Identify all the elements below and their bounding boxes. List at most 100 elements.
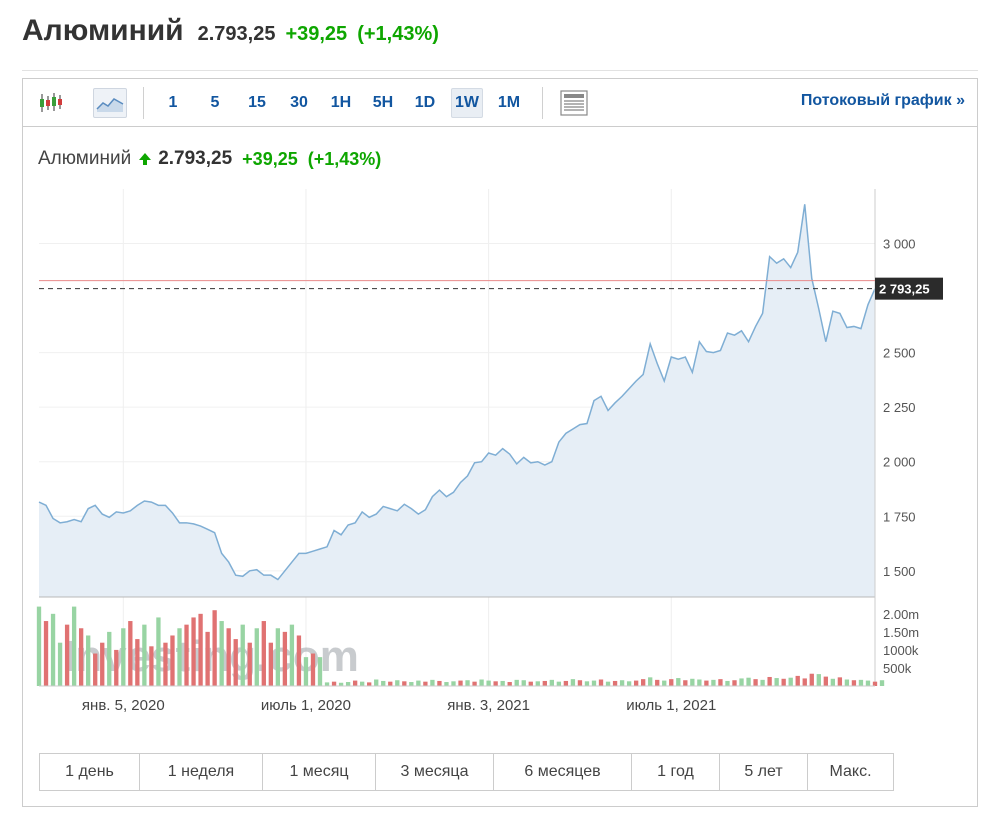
header-change-pct: (+1,43%) [357,23,439,45]
toolbar-divider [143,87,144,119]
volume-bar [374,679,379,686]
candlestick-icon[interactable] [35,88,67,118]
range-7[interactable]: Макс. [829,763,872,780]
news-icon[interactable] [558,88,590,118]
volume-bar [746,677,751,686]
volume-bar [472,681,477,686]
range-5[interactable]: 1 год [632,754,720,790]
volume-bar [324,682,330,686]
volume-bar [676,678,681,686]
volume-bar [107,631,112,686]
header-change: +39,25 [285,23,348,45]
volume-bar [549,679,554,686]
volume-bar [718,679,723,686]
range-6[interactable]: 5 лет [720,754,808,790]
volume-bar [184,624,189,686]
volume-bar [767,676,772,686]
volume-bar [872,681,878,686]
timeframe-1d[interactable]: 1D [414,94,436,111]
timeframe-1w[interactable]: 1W [451,88,483,118]
chart-toolbar: 1 5 15 30 1H 5H 1D 1W 1M Потоковый график » [23,79,977,127]
timeframe-5h[interactable]: 5H [372,94,394,111]
volume-bar [170,635,175,686]
volume-bar [430,679,435,686]
volume-bar [345,682,351,686]
timeframe-15[interactable]: 15 [248,94,266,111]
page-header: Алюминий 2.793,25 +39,25 (+1,43%) [22,14,439,54]
volume-bar [219,621,224,686]
range-2[interactable]: 1 месяц [263,754,376,790]
range-selector: 1 день 1 неделя 1 месяц 3 месяца 6 месяцев 1 … [39,753,894,791]
range-1[interactable]: 1 неделя [140,754,263,790]
volume-bar [156,617,161,686]
volume-bar [507,682,512,686]
range-0[interactable]: 1 день [40,754,140,790]
volume-bar [310,653,316,686]
timeframe-5[interactable]: 5 [210,94,220,111]
volume-bar [78,628,84,686]
timeframe-1m[interactable]: 1M [497,94,521,111]
price-chart[interactable]: Investing.com 1 500 1 750 2 000 2 250 2 500 3 … [23,189,977,719]
price-tick-0: 1 500 [883,564,916,579]
volume-bar [50,613,56,686]
volume-bar [409,682,414,686]
volume-bar [704,680,709,686]
volume-bar [641,679,646,686]
volume-bar [788,677,793,686]
volume-bar [690,678,695,686]
volume-bar [619,680,625,686]
volume-bar [662,680,667,686]
price-tick-1: 1 750 [883,509,916,524]
time-tick-1: июль 1, 2020 [261,697,351,714]
area-chart-icon[interactable] [93,88,127,118]
volume-bar [739,678,744,686]
range-3[interactable]: 3 месяца [376,754,494,790]
volume-bar [535,681,540,686]
volume-bar [683,680,688,686]
volume-bar [275,628,281,686]
timeframe-1h[interactable]: 1H [330,94,352,111]
volume-bar [584,681,590,686]
header-price: 2.793,25 [197,23,276,45]
up-arrow-icon [139,153,152,165]
range-4[interactable]: 6 месяцев [494,754,632,790]
volume-bar [205,631,210,686]
volume-bar [395,680,400,686]
instrument-title: Алюминий [22,14,184,47]
volume-bar [388,681,393,686]
volume-bar [732,680,737,686]
volume-bar [626,681,632,686]
volume-bar [486,680,491,686]
toolbar-divider [542,87,543,119]
volume-bar [528,681,533,686]
quote-line: Алюминий 2.793,25 +39,25 (+1,43%) [38,148,381,170]
volume-bar [781,678,786,686]
volume-tick-3: 500k [883,661,912,676]
volume-bar [711,679,716,686]
header-divider [22,70,978,71]
volume-bar [591,680,597,686]
volume-bar [36,606,42,686]
volume-bar [100,642,105,686]
volume-bar [226,628,231,686]
volume-bar [844,679,850,686]
volume-bar [212,610,217,686]
volume-bar [697,679,702,686]
volume-bar [774,678,779,686]
volume-bar [669,679,674,686]
volume-bar [163,642,168,686]
quote-change: +39,25 [242,148,298,169]
volume-bar [177,628,182,686]
volume-bar [352,680,358,686]
volume-bar [360,681,365,686]
volume-bar [296,635,302,686]
volume-bar [289,624,295,686]
volume-bar [317,657,323,686]
volume-bar [633,680,639,686]
volume-bar [465,680,470,686]
volume-bar [795,675,800,686]
timeframe-30[interactable]: 30 [290,94,308,111]
timeframe-1[interactable]: 1 [168,94,178,111]
stream-chart-link[interactable]: Потоковый график » [800,92,965,109]
price-tick-2: 2 000 [883,455,916,470]
